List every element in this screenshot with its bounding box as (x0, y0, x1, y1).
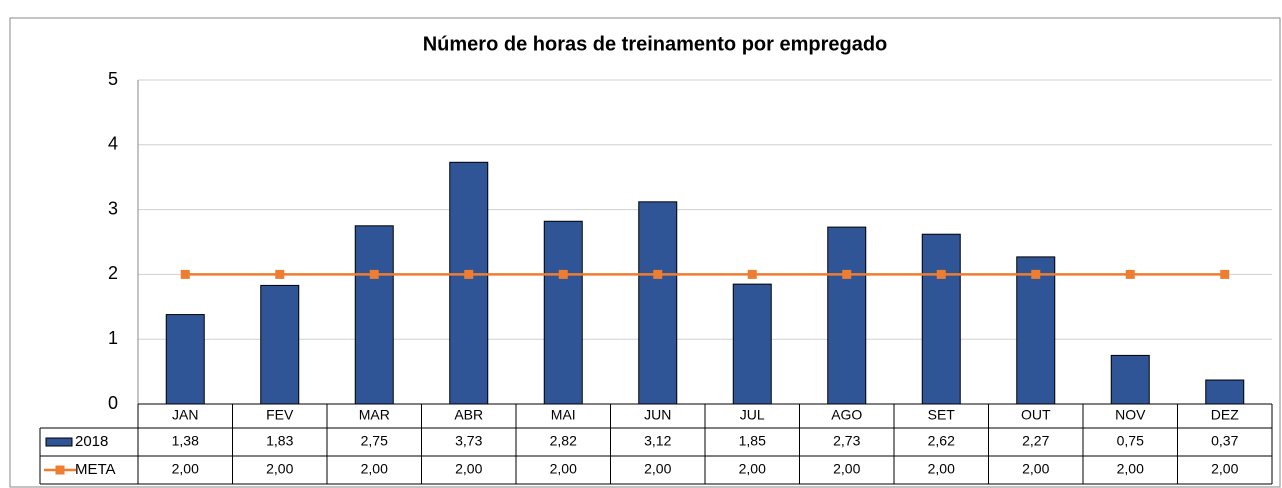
legend-key (45, 437, 73, 447)
legend-label: 2018 (75, 433, 108, 450)
x-tick-label: OUT (1021, 407, 1051, 423)
table-value: 2,73 (833, 433, 860, 449)
marker (464, 269, 474, 279)
marker (747, 269, 757, 279)
marker (1220, 269, 1230, 279)
marker (653, 269, 663, 279)
table-value: 2,00 (928, 461, 955, 477)
x-tick-label: FEV (266, 407, 294, 423)
table-value: 1,83 (266, 433, 293, 449)
bar (827, 226, 867, 405)
table-value: 2,00 (1022, 461, 1049, 477)
table-value: 1,38 (172, 433, 199, 449)
bar (354, 225, 394, 405)
x-tick-label: MAR (359, 407, 390, 423)
bar (260, 284, 300, 405)
x-tick-label: ABR (454, 407, 483, 423)
x-tick-label: DEZ (1211, 407, 1239, 423)
marker (936, 269, 946, 279)
y-tick-label: 4 (108, 134, 118, 154)
table-value: 1,85 (739, 433, 766, 449)
y-tick-label: 2 (108, 263, 118, 283)
marker (558, 269, 568, 279)
table-value: 2,00 (644, 461, 671, 477)
table-value: 2,00 (455, 461, 482, 477)
table-value: 2,00 (266, 461, 293, 477)
x-tick-label: JUN (644, 407, 671, 423)
table-value: 2,00 (1117, 461, 1144, 477)
table-value: 2,27 (1022, 433, 1049, 449)
legend-label: META (75, 461, 116, 478)
bar (1205, 379, 1245, 405)
chart-title: Número de horas de treinamento por empre… (423, 33, 888, 55)
table-value: 0,75 (1117, 433, 1144, 449)
y-tick-label: 5 (108, 69, 118, 89)
x-tick-label: JAN (172, 407, 198, 423)
legend-key (55, 465, 65, 475)
table-value: 2,00 (833, 461, 860, 477)
table-value: 2,75 (361, 433, 388, 449)
table-value: 0,37 (1211, 433, 1238, 449)
x-tick-label: NOV (1115, 407, 1146, 423)
table-value: 3,73 (455, 433, 482, 449)
x-tick-label: AGO (831, 407, 862, 423)
bar (1016, 256, 1056, 405)
marker (1125, 269, 1135, 279)
bar (165, 314, 205, 405)
x-tick-label: MAI (551, 407, 576, 423)
y-tick-label: 1 (108, 328, 118, 348)
y-tick-label: 3 (108, 198, 118, 218)
x-tick-label: JUL (740, 407, 765, 423)
bar (543, 220, 583, 405)
marker (369, 269, 379, 279)
x-tick-label: SET (928, 407, 956, 423)
table-value: 2,00 (1211, 461, 1238, 477)
marker (275, 269, 285, 279)
table-value: 2,00 (361, 461, 388, 477)
marker (180, 269, 190, 279)
y-tick-label: 0 (108, 393, 118, 413)
bar (732, 283, 772, 405)
bar (1110, 354, 1150, 405)
table-value: 2,00 (739, 461, 766, 477)
table-value: 2,00 (172, 461, 199, 477)
marker (1031, 269, 1041, 279)
marker (842, 269, 852, 279)
table-value: 2,62 (928, 433, 955, 449)
bar (921, 233, 961, 405)
table-value: 3,12 (644, 433, 671, 449)
bar (449, 161, 489, 405)
bar (638, 201, 678, 405)
table-value: 2,00 (550, 461, 577, 477)
table-value: 2,82 (550, 433, 577, 449)
